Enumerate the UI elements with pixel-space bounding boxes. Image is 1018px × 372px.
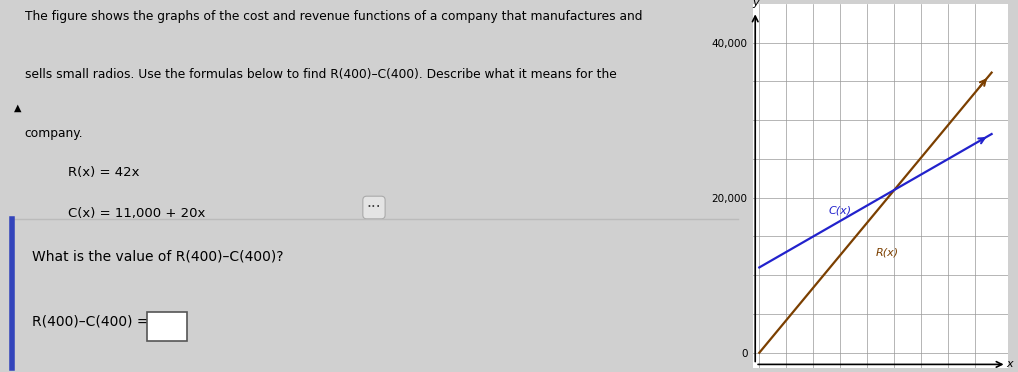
Text: ▲: ▲ <box>14 102 21 112</box>
FancyBboxPatch shape <box>147 312 187 341</box>
Text: C(x): C(x) <box>829 206 851 216</box>
Text: ···: ··· <box>366 200 382 215</box>
Text: C(x) = 11,000 + 20x: C(x) = 11,000 + 20x <box>68 206 206 219</box>
Text: x: x <box>1007 359 1013 369</box>
Text: company.: company. <box>24 127 83 140</box>
Text: R(x): R(x) <box>875 247 899 257</box>
Text: R(x) = 42x: R(x) = 42x <box>68 166 139 179</box>
Text: sells small radios. Use the formulas below to find R(400)–C(400). Describe what : sells small radios. Use the formulas bel… <box>24 68 617 81</box>
Text: The figure shows the graphs of the cost and revenue functions of a company that : The figure shows the graphs of the cost … <box>24 10 642 23</box>
Text: What is the value of R(400)–C(400)?: What is the value of R(400)–C(400)? <box>32 249 283 263</box>
Text: R(400)–C(400) = $: R(400)–C(400) = $ <box>32 315 162 329</box>
Text: y: y <box>752 0 758 7</box>
